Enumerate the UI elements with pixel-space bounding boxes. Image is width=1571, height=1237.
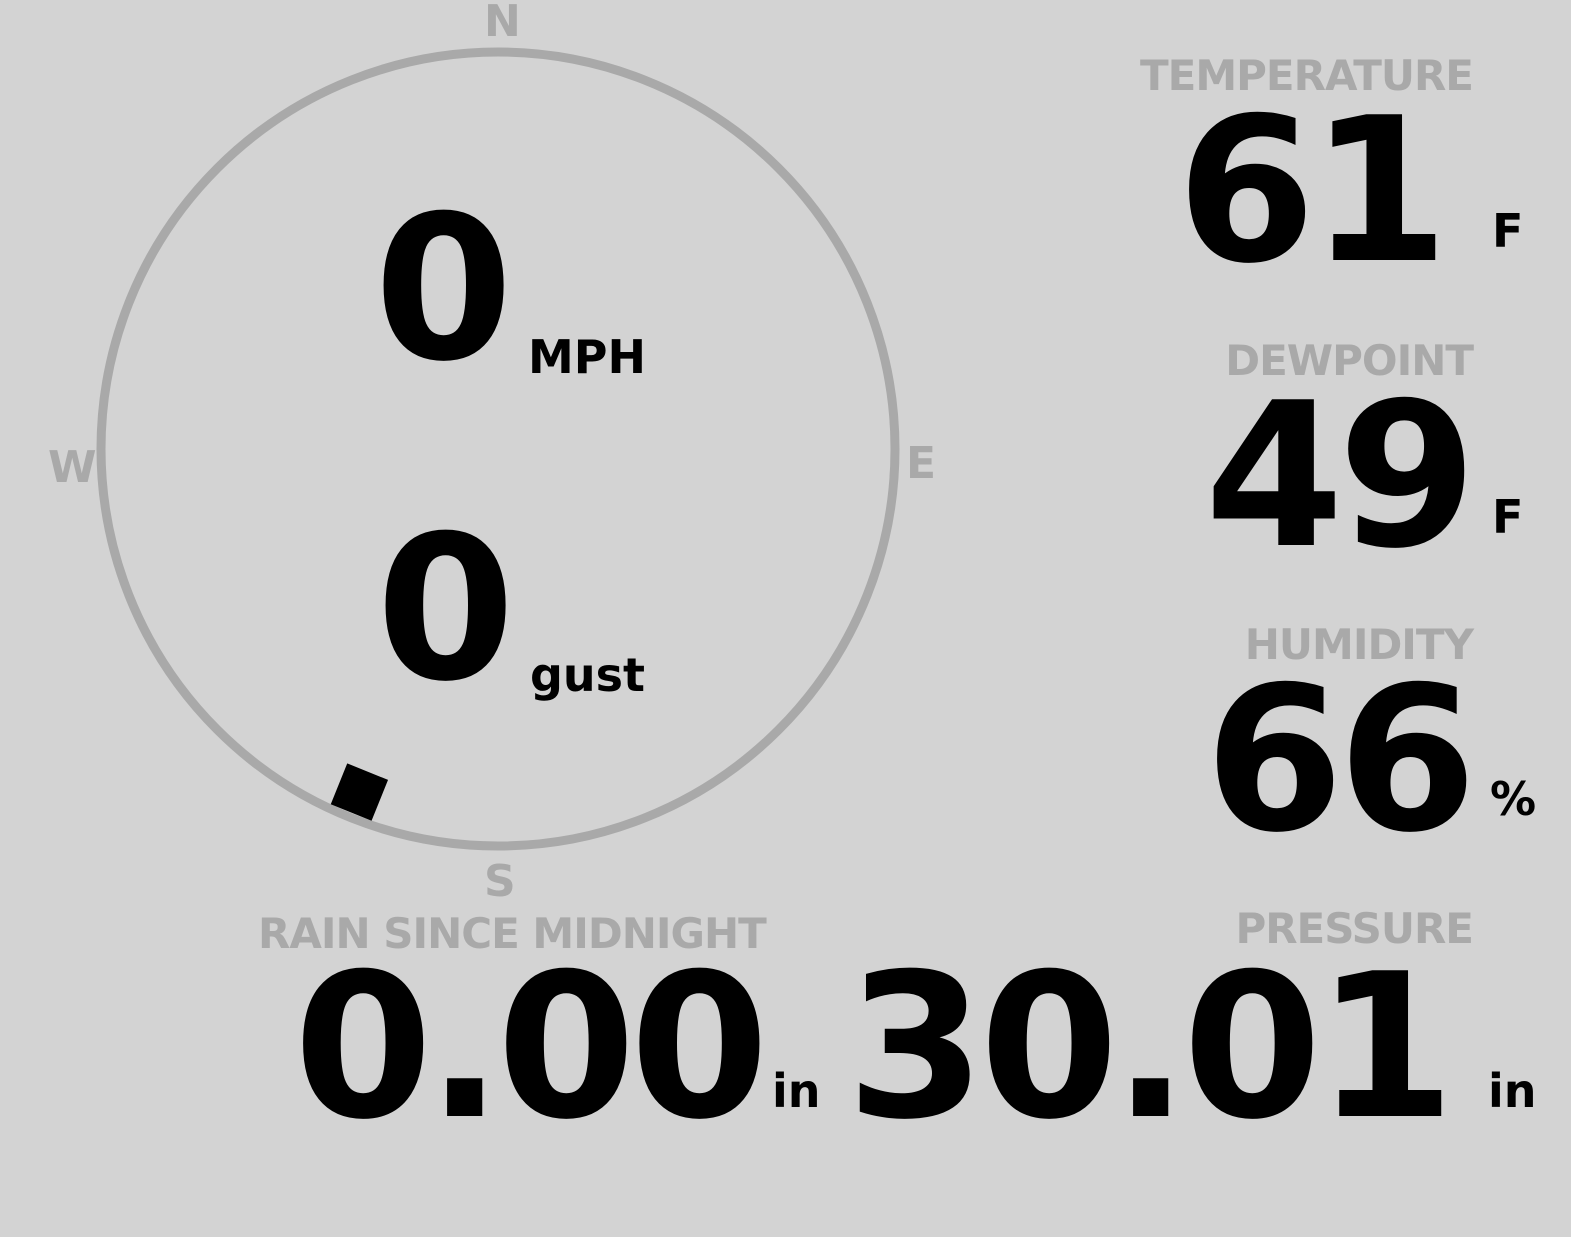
humidity-value: 66 bbox=[1204, 644, 1477, 877]
wind-direction-marker bbox=[330, 763, 389, 821]
temperature-value: 61 bbox=[1176, 75, 1449, 308]
compass-n: N bbox=[484, 0, 521, 47]
compass-s: S bbox=[484, 856, 516, 907]
humidity-label: HUMIDITY bbox=[1244, 620, 1474, 669]
wind-speed-unit: MPH bbox=[528, 330, 646, 384]
pressure-label: PRESSURE bbox=[1235, 904, 1474, 953]
rain-unit: in bbox=[772, 1064, 821, 1118]
compass-w: W bbox=[48, 442, 97, 493]
wind-speed-value: 0 bbox=[374, 173, 513, 406]
dewpoint-value: 49 bbox=[1204, 360, 1477, 593]
pressure-unit: in bbox=[1488, 1064, 1537, 1118]
compass-e: E bbox=[906, 438, 937, 489]
dewpoint-unit: F bbox=[1492, 490, 1524, 544]
compass-ring bbox=[96, 47, 900, 851]
temperature-label: TEMPERATURE bbox=[1140, 51, 1474, 100]
pressure-value: 30.01 bbox=[846, 931, 1455, 1164]
rain-label: RAIN SINCE MIDNIGHT bbox=[258, 909, 767, 958]
temperature-unit: F bbox=[1492, 204, 1524, 258]
wind-gust-unit: gust bbox=[530, 648, 646, 702]
wind-gust-value: 0 bbox=[376, 493, 515, 726]
rain-value: 0.00 bbox=[293, 931, 769, 1164]
humidity-unit: % bbox=[1490, 772, 1537, 826]
dewpoint-label: DEWPOINT bbox=[1225, 336, 1474, 385]
